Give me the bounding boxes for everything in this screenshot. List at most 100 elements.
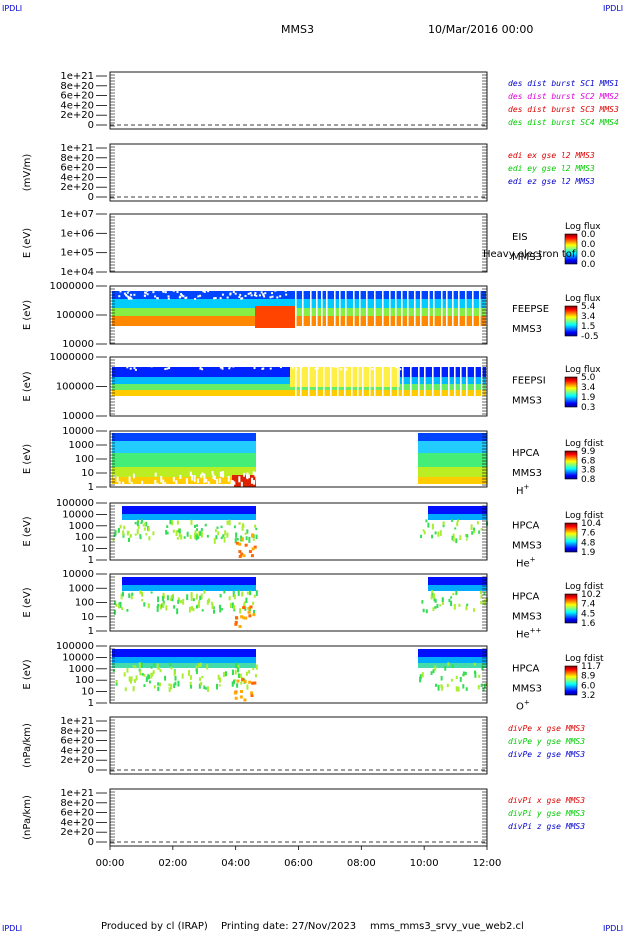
data-gap: [279, 295, 282, 298]
legend-entry: divPi z gse MMS3: [508, 822, 585, 831]
data-gap: [164, 482, 167, 490]
spectrogram-pixel: [482, 687, 485, 692]
spectrogram-pixel: [177, 597, 180, 602]
y-tick-label: 10000: [62, 426, 94, 437]
spectrogram-band: [418, 657, 487, 663]
data-gap: [175, 480, 178, 487]
spectrogram-pixel: [223, 590, 226, 594]
spectrogram-pixel: [121, 591, 124, 597]
data-gap: [261, 361, 264, 364]
data-gap: [255, 294, 258, 297]
species-charge: +: [524, 483, 530, 491]
spectrogram-pixel: [419, 674, 422, 680]
spectrogram-hot: [253, 545, 257, 549]
data-gap: [336, 365, 339, 368]
y-tick-label: 0: [88, 192, 94, 203]
footer-script: mms_mms3_srvy_vue_web2.cl: [370, 921, 524, 932]
data-gap: [219, 471, 222, 476]
spectrogram-pixel: [115, 680, 118, 684]
spectrogram-pixel: [219, 677, 222, 683]
data-gap: [249, 288, 252, 291]
data-gap: [115, 360, 118, 363]
data-gap: [300, 358, 302, 415]
spectrogram-pixel: [451, 519, 454, 522]
plot-area: [110, 789, 487, 846]
data-gap: [160, 475, 163, 483]
y-axis-label: E (eV): [22, 587, 33, 617]
spectrogram-hot: [247, 606, 251, 610]
data-gap: [221, 293, 224, 296]
data-gap: [395, 366, 398, 369]
data-gap: [199, 367, 202, 370]
spectrogram-pixel: [148, 680, 151, 684]
panel-frame: [109, 430, 488, 488]
legend-entry: divPe x gse MMS3: [508, 724, 585, 733]
spectrogram-band: [418, 649, 487, 657]
spectrogram-band: [418, 433, 487, 441]
data-gap: [340, 368, 343, 371]
y-tick-label: 6e+20: [60, 91, 94, 102]
spectrogram-pixel: [437, 531, 440, 537]
corner-label-tl: IPDLI: [2, 4, 22, 13]
spectrogram-pixel: [122, 530, 125, 536]
spectrogram-pixel: [245, 536, 248, 541]
spectrogram-pixel: [126, 667, 129, 673]
spectrogram-pixel: [143, 527, 146, 531]
spectrogram-pixel: [177, 529, 180, 533]
colorbar-tick-label: 6.8: [581, 456, 596, 466]
spectrogram-pixel: [233, 608, 236, 612]
panel-frame: [109, 356, 488, 417]
spectrogram-pixel: [203, 590, 206, 594]
data-gap: [407, 287, 409, 343]
data-gap: [185, 478, 188, 485]
spectrogram-pixel: [195, 534, 198, 541]
data-gap: [189, 471, 192, 477]
y-tick-label: 6e+20: [60, 163, 94, 174]
spectrogram-pixel: [466, 534, 469, 538]
data-gap: [172, 476, 175, 482]
data-gap: [164, 368, 167, 371]
spectrogram-pixel: [195, 665, 198, 671]
spectrogram-pixel: [112, 669, 115, 672]
spectrogram-pixel: [434, 599, 437, 603]
spectrogram-pixel: [204, 523, 207, 527]
data-gap: [131, 365, 134, 368]
x-tick-label: 10:00: [410, 858, 439, 869]
colorbar-tick-label: 0.3: [581, 403, 595, 413]
spectrogram-pixel: [157, 682, 160, 686]
data-gap: [269, 296, 272, 299]
data-gap: [166, 367, 169, 370]
spectrogram-pixel: [173, 670, 176, 676]
spectrogram-band: [418, 467, 487, 477]
spectrogram-pixel: [459, 535, 462, 541]
data-gap: [271, 361, 274, 364]
y-tick-label: 2e+20: [60, 182, 94, 193]
y-tick-label: 0: [88, 765, 94, 776]
spectrogram-pixel: [444, 666, 447, 671]
data-gap: [428, 287, 430, 343]
data-gap: [378, 361, 381, 364]
spectrogram-pixel: [455, 538, 458, 544]
y-tick-label: 6e+20: [60, 736, 94, 747]
data-gap: [332, 362, 335, 365]
colorbar: [564, 522, 578, 553]
data-gap: [351, 358, 353, 415]
colorbar-tick-label: 3.8: [581, 466, 596, 476]
spectrogram-band: [112, 308, 486, 316]
data-gap: [150, 365, 153, 368]
spacecraft-label: MMS3: [512, 684, 542, 695]
data-gap: [176, 291, 179, 294]
y-tick-label: 4e+20: [60, 100, 94, 111]
colorbar-title: Log fdist: [565, 654, 604, 664]
y-tick-label: 4e+20: [60, 817, 94, 828]
data-gap: [420, 287, 422, 343]
panel-frame: [109, 213, 488, 273]
spectrogram-pixel: [166, 525, 169, 528]
data-gap: [228, 367, 231, 370]
spectrogram-pixel: [458, 603, 461, 607]
panel-frame: [109, 143, 488, 202]
spectrogram-hot: [233, 691, 237, 695]
spectrogram-pixel: [148, 674, 151, 680]
